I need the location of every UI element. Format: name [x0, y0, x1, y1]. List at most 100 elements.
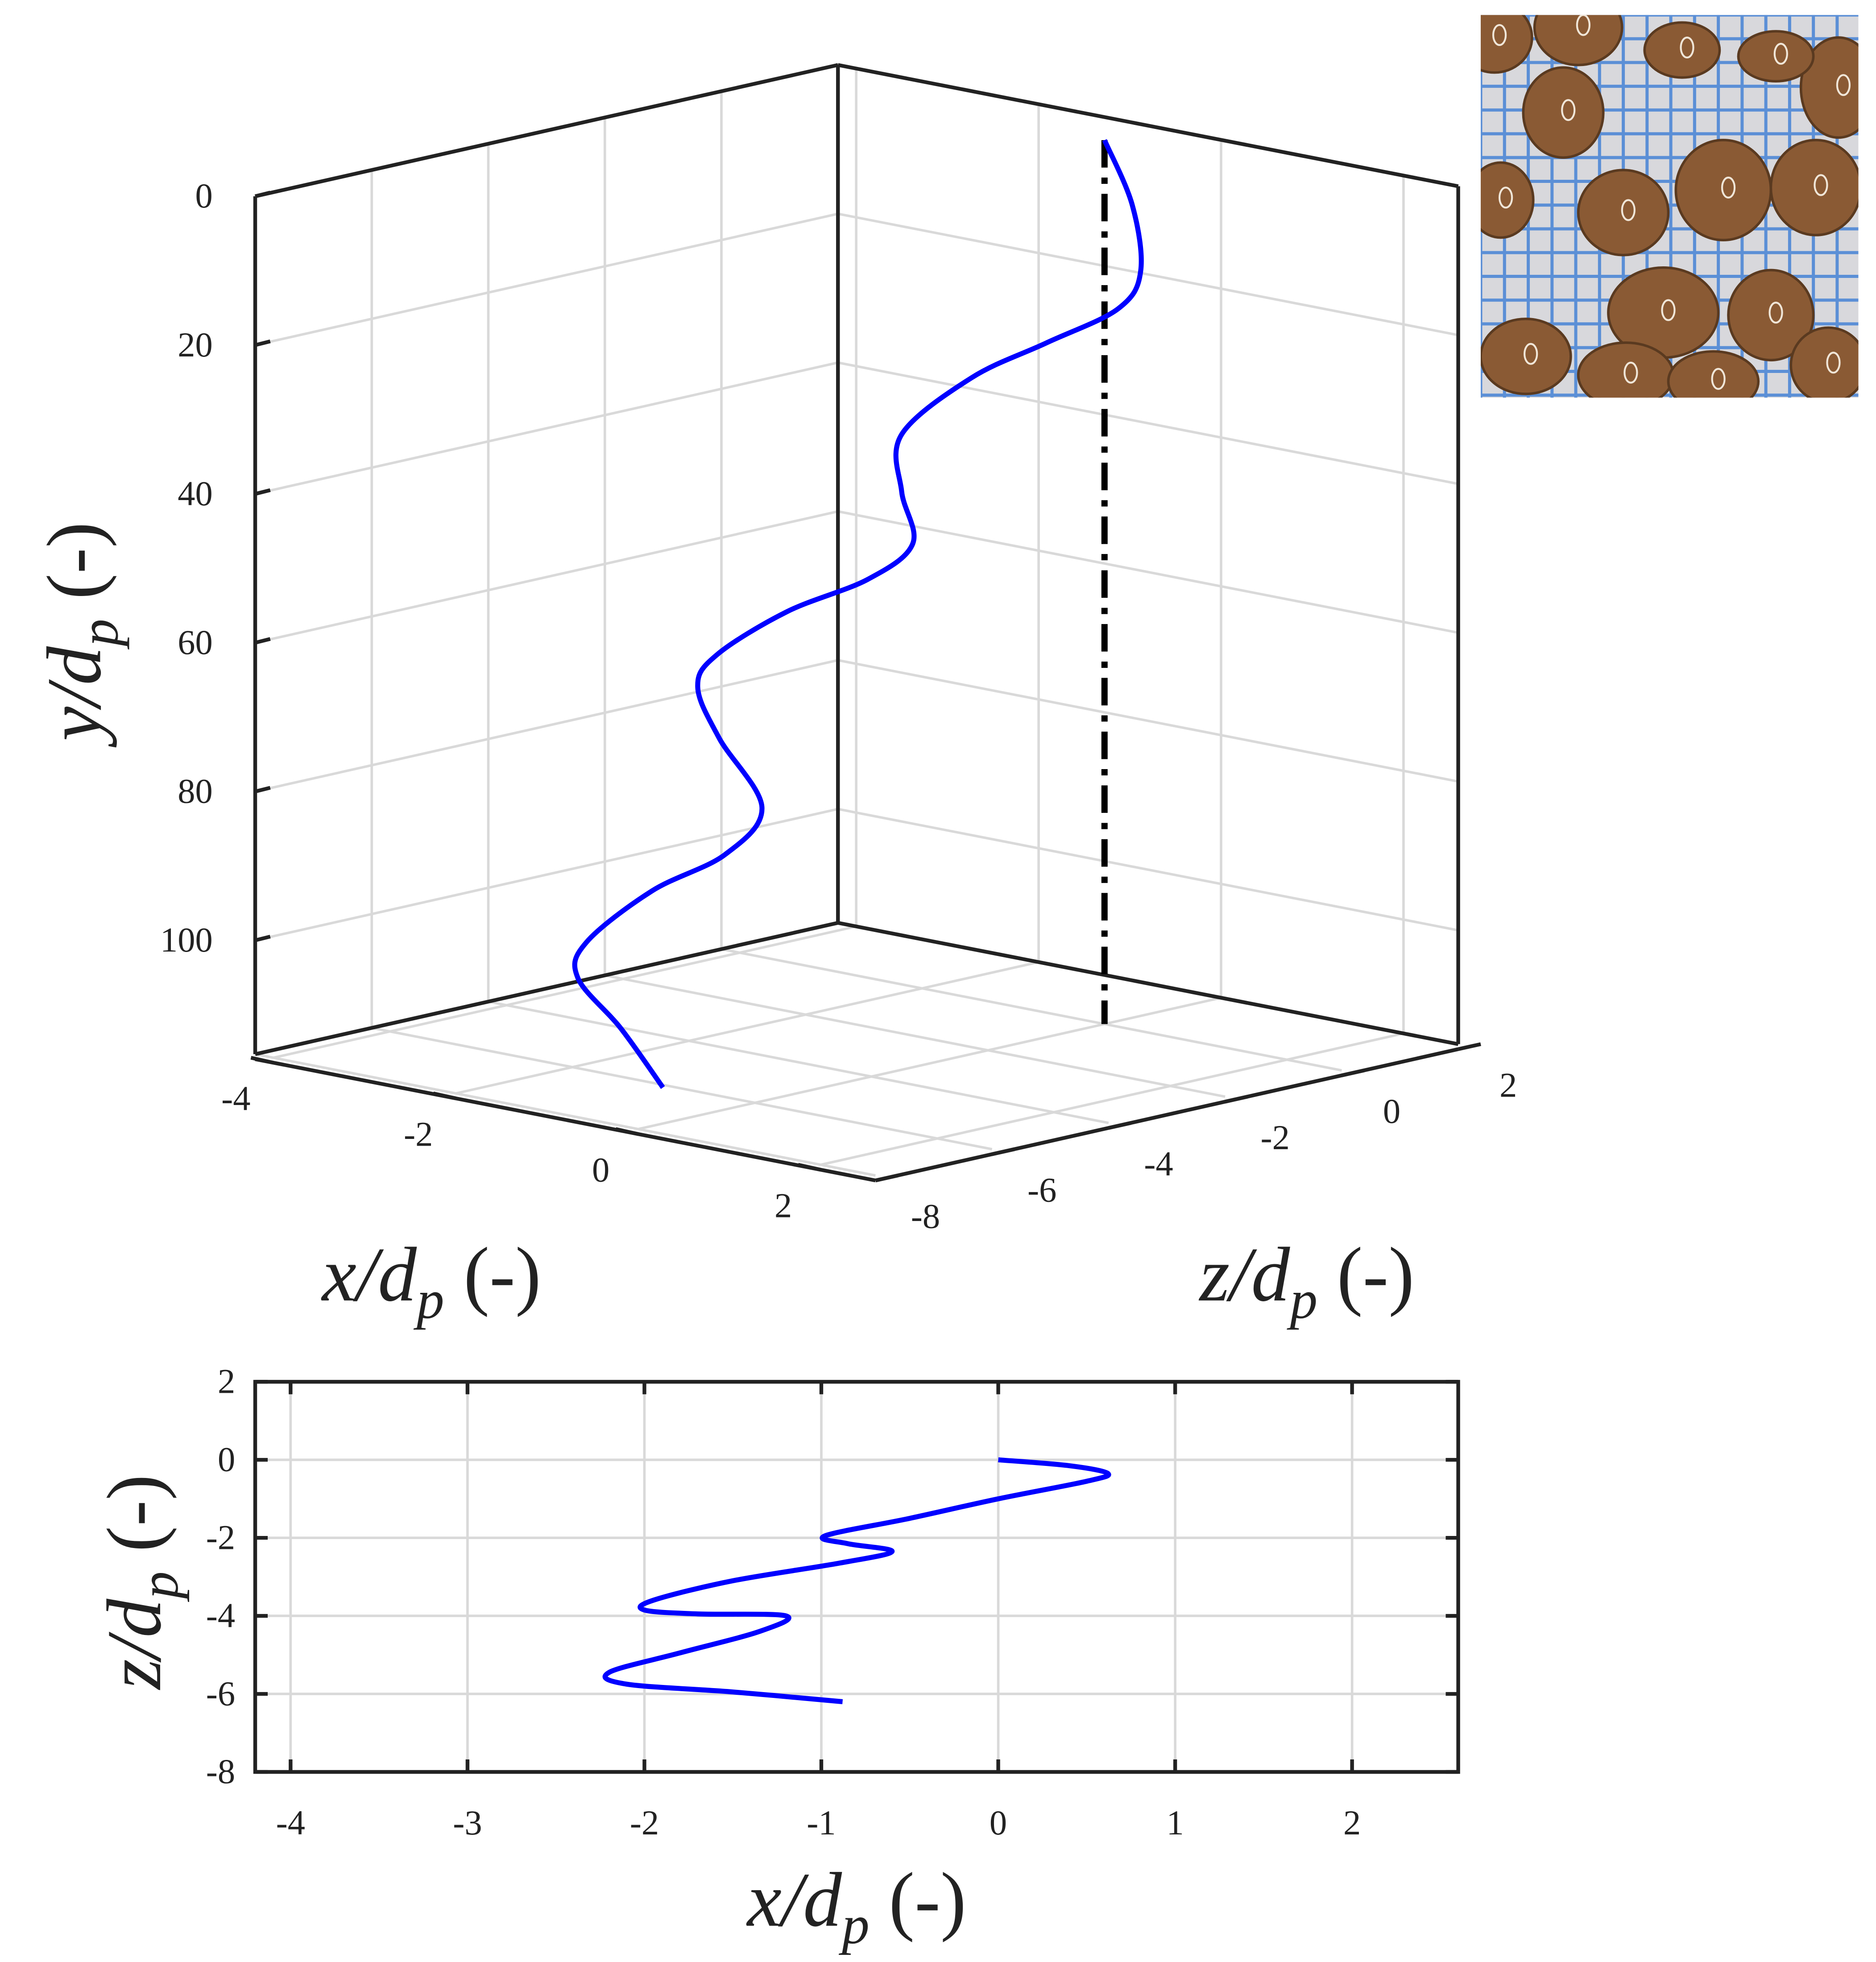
bean [1727, 269, 1815, 362]
y-tick-label: 0 [218, 1440, 235, 1479]
y-axis-label-main: z/d [91, 1598, 177, 1690]
bean-highlight [1773, 43, 1788, 65]
bean-highlight [1524, 343, 1538, 365]
x-tick-label: 2 [1343, 1803, 1361, 1842]
z-axis-label: z/dp (-) [1199, 1231, 1415, 1330]
bean [1769, 139, 1859, 236]
axes-box-edge [255, 63, 839, 199]
plot-frame [253, 1380, 1460, 1774]
x-axis-label: x/dp (-) [321, 1231, 541, 1330]
grid-line-left-wall [255, 361, 838, 495]
y-axis-label-sub: p [69, 619, 130, 650]
axes-box-edge [837, 921, 1459, 1046]
grid-line-floor [488, 1000, 1109, 1124]
grid-line-floor [605, 974, 1226, 1098]
y-tick-label: 20 [178, 325, 212, 364]
projection-series [602, 1457, 1111, 1705]
y-axis-label: z/dp (-) [91, 1474, 190, 1690]
x-axis-tick [615, 1127, 639, 1136]
grid-line-back-wall [837, 510, 1459, 634]
z-axis-tick [1458, 1042, 1481, 1051]
bean-highlight [1711, 368, 1726, 390]
bean [1667, 350, 1760, 398]
x-axis-label-sub: p [413, 1269, 444, 1330]
z-axis-tick [1225, 1095, 1248, 1104]
bean-highlight [1576, 15, 1590, 36]
y-tick-label: -8 [206, 1752, 235, 1791]
x-tick-label: 0 [592, 1151, 609, 1189]
x-axis-label-sub: p [838, 1894, 870, 1955]
grid-line-floor [721, 948, 1342, 1072]
y-tick-label: 2 [218, 1362, 235, 1401]
bean [1481, 318, 1572, 395]
y-axis-tick [255, 637, 271, 645]
z-axis-tick [1341, 1068, 1365, 1077]
x-tick-label: 0 [990, 1803, 1007, 1842]
grid-line-floor [456, 960, 1039, 1095]
y-tick-label: 80 [178, 771, 212, 810]
z-tick-label: -4 [1144, 1144, 1173, 1183]
grid-line-floor [820, 1032, 1404, 1166]
axes-box-edge [255, 921, 839, 1056]
y-tick-label: -2 [206, 1518, 235, 1556]
y-axis-label-unit: (-) [91, 1474, 177, 1571]
grid-line-left-wall [255, 212, 838, 347]
grid-line-back-wall [837, 361, 1459, 485]
y-tick-label: 0 [195, 176, 212, 215]
bean [1577, 341, 1675, 398]
bean [1789, 326, 1859, 398]
z-axis-label-main: z/d [1199, 1231, 1291, 1317]
bean [1481, 15, 1533, 74]
x-tick-label: 1 [1166, 1803, 1184, 1842]
x-tick-label: -4 [276, 1803, 305, 1842]
y-axis-label-unit: (-) [31, 522, 117, 619]
x-axis-tick [433, 1091, 456, 1101]
x-axis-label-unit: (-) [444, 1231, 541, 1317]
y-tick-label: -4 [206, 1596, 235, 1635]
bean [1737, 30, 1815, 83]
bean-highlight [1621, 199, 1636, 221]
z-axis-tick [991, 1147, 1015, 1156]
bean-highlight [1492, 24, 1507, 46]
x-axis-tick [798, 1163, 821, 1172]
grid-line-left-wall [255, 659, 838, 793]
bean-highlight [1561, 99, 1576, 121]
bean-highlight [1826, 352, 1841, 374]
y-axis-tick [255, 488, 271, 496]
bean [1799, 36, 1859, 139]
grid-line-back-wall [837, 807, 1459, 932]
z-axis-tick [1108, 1121, 1132, 1130]
x-tick-label: -3 [453, 1803, 482, 1842]
y-tick-label: -6 [206, 1674, 235, 1713]
bean-highlight [1836, 74, 1851, 96]
y-axis-tick [255, 786, 271, 794]
axes-box-edge [837, 63, 1459, 188]
bean-highlight [1498, 186, 1513, 209]
inset-content [1481, 15, 1859, 398]
x-tick-label: -4 [221, 1079, 250, 1118]
bean [1577, 169, 1670, 257]
z-axis-label-sub: p [1286, 1269, 1317, 1330]
z-tick-label: 2 [1499, 1065, 1517, 1104]
x-tick-label: -2 [404, 1115, 433, 1154]
grid-line-floor [371, 1027, 993, 1151]
y-tick-label: 100 [160, 920, 213, 959]
bean-highlight [1768, 302, 1783, 324]
z-tick-label: -8 [911, 1197, 940, 1236]
bean-highlight [1623, 361, 1638, 384]
x-axis-label-unit: (-) [870, 1857, 966, 1943]
bean [1481, 161, 1535, 239]
trajectory-series [572, 139, 1144, 1089]
z-tick-label: -6 [1027, 1171, 1056, 1209]
bean [1522, 66, 1605, 159]
bean [1533, 15, 1623, 66]
y-axis-label-sub: p [128, 1571, 190, 1602]
bean-highlight [1680, 36, 1694, 59]
x-tick-label: 2 [774, 1186, 792, 1225]
x-axis-tick [250, 1056, 274, 1065]
y-axis-tick [255, 935, 271, 942]
y-axis-tick [255, 190, 271, 199]
grid-line-back-wall [837, 212, 1459, 336]
